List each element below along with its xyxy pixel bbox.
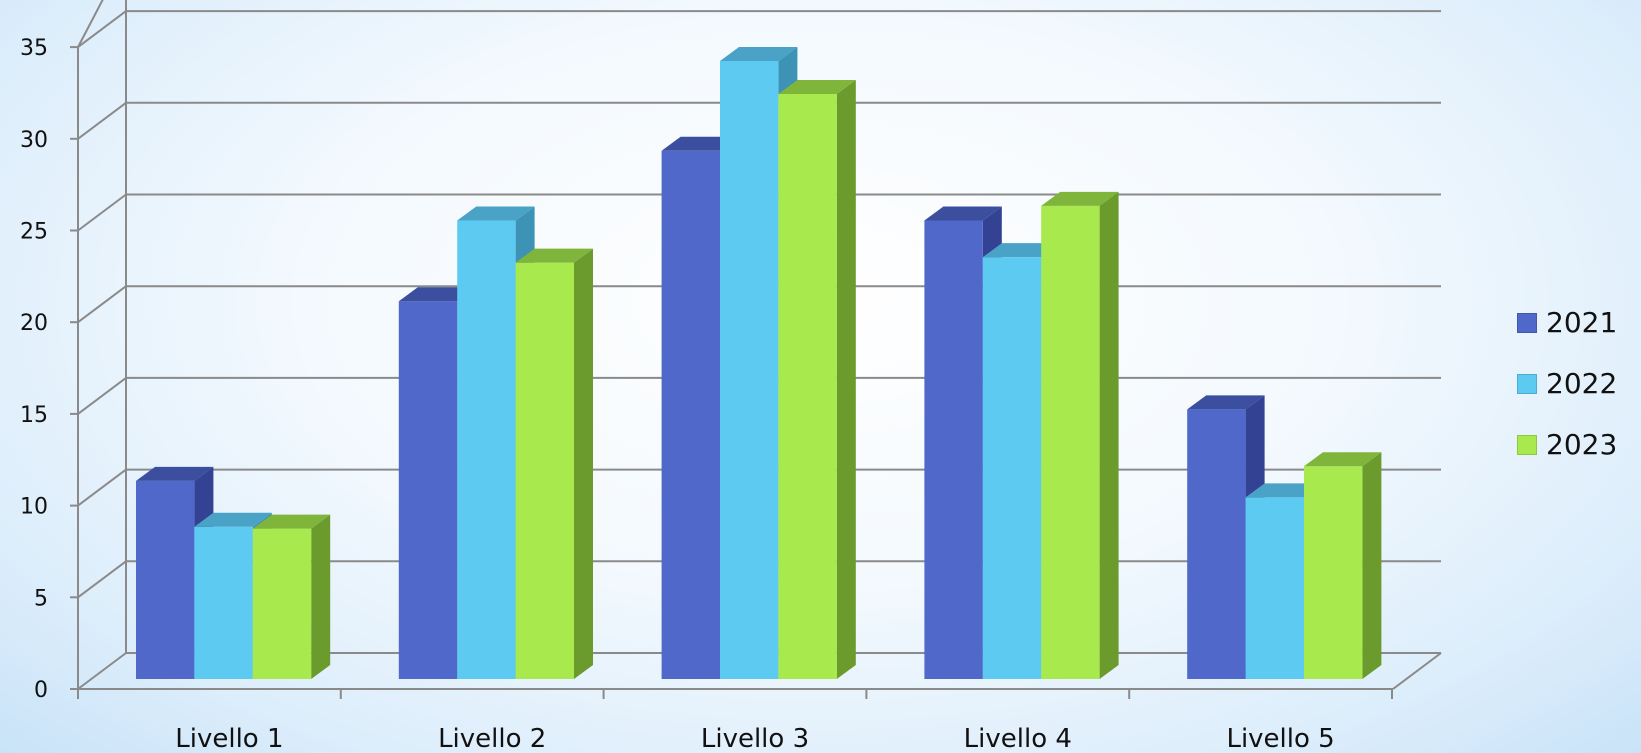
bar-livello-5-2023-side [1362, 452, 1382, 679]
bar-livello-4-2022 [982, 257, 1042, 679]
bar-livello-4-2023 [1041, 205, 1100, 679]
bar-livello-3-2021 [661, 150, 720, 680]
x-tick-label-livello-2: Livello 2 [438, 724, 546, 753]
x-tick-label-livello-1: Livello 1 [175, 724, 283, 753]
bar-livello-1-2023-side [311, 514, 331, 679]
bar-livello-3-2021-top [661, 136, 739, 151]
gridline-diag-0 [77, 652, 127, 690]
gridline-diag-10 [77, 468, 127, 507]
legend-swatch-2 [1517, 373, 1537, 394]
x-tick-label-livello-3: Livello 3 [701, 724, 809, 753]
bar-livello-2-2022 [457, 220, 516, 679]
y-tick-label-30: 30 [20, 128, 48, 153]
bar-livello-4-2021 [924, 220, 983, 679]
bar-livello-3-2023 [778, 93, 837, 680]
bar-livello-5-2023 [1304, 466, 1363, 679]
bar-livello-1-2023 [252, 528, 312, 679]
bar-livello-5-2021 [1187, 409, 1246, 679]
bar-livello-4-2021-top [924, 206, 1002, 221]
bar-livello-1-2023-top [252, 514, 331, 529]
gridline-diag-20 [77, 285, 127, 324]
y-tick-label-15: 15 [20, 403, 48, 428]
bar-livello-2-2022-top [457, 206, 535, 221]
bar-livello-4-2023-top [1041, 191, 1119, 206]
floor-right-edge [1392, 652, 1442, 690]
bar-livello-2-2023-top [515, 248, 593, 263]
bar-livello-2-2023 [515, 262, 574, 679]
bar-livello-2-2021-top [398, 287, 477, 302]
gridline-diag-15 [77, 377, 127, 415]
legend-label-2: 2022 [1546, 367, 1618, 400]
legend-swatch-1 [1517, 312, 1537, 333]
bar-livello-2-2021 [398, 301, 458, 679]
chart-legend: 2021 2022 2023 [1517, 292, 1617, 475]
bar-livello-1-2021-top [136, 466, 214, 481]
left-wall-top-edge [77, 0, 104, 48]
legend-label-3: 2023 [1546, 428, 1618, 461]
bar-livello-5-2023-top [1304, 452, 1382, 467]
y-tick-label-10: 10 [20, 495, 48, 520]
bar-livello-3-2022-top [720, 46, 798, 61]
gridline-diag-5 [77, 560, 127, 599]
y-tick-label-20: 20 [20, 311, 48, 336]
y-tick-label-35: 35 [20, 36, 48, 61]
bar-livello-3-2023-top [778, 79, 856, 94]
bar-livello-3-2023-side [836, 79, 856, 680]
bar-livello-1-2022-top [194, 512, 272, 527]
y-tick-label-5: 5 [34, 586, 48, 611]
gridline-diag-30 [77, 102, 127, 140]
legend-item-3: 2023 [1517, 414, 1617, 475]
gridline-diag-35 [77, 10, 127, 48]
legend-item-1: 2021 [1517, 292, 1617, 353]
bar-livello-1-2021 [136, 480, 195, 679]
bar-livello-4-2023-side [1099, 191, 1119, 679]
bar-livello-5-2022 [1245, 497, 1304, 679]
bar-livello-4-2022-top [982, 243, 1061, 258]
y-tick-label-25: 25 [20, 220, 48, 245]
legend-swatch-3 [1517, 434, 1537, 455]
bar-livello-3-2022 [720, 60, 779, 679]
gridline-diag-25 [77, 193, 127, 232]
legend-label-1: 2021 [1546, 306, 1618, 339]
bar-livello-2-2023-side [574, 248, 593, 679]
x-tick-label-livello-4: Livello 4 [964, 724, 1072, 753]
x-tick-label-livello-5: Livello 5 [1226, 724, 1334, 753]
bar-livello-5-2022-top [1245, 483, 1323, 498]
bar-livello-5-2021-top [1187, 395, 1265, 410]
legend-item-2: 2022 [1517, 353, 1617, 414]
y-tick-label-0: 0 [34, 678, 48, 703]
bar-livello-1-2022 [194, 526, 253, 679]
